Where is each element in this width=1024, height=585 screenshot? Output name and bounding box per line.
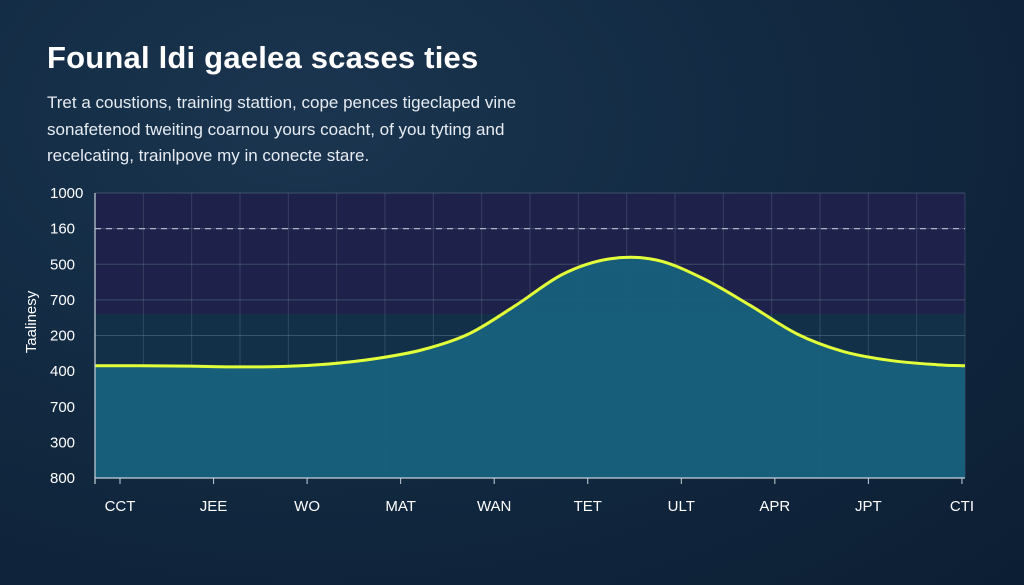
x-tick-label: CTI xyxy=(950,498,974,515)
description-line: recelcating, trainlpove my in conecte st… xyxy=(47,146,370,165)
series-line xyxy=(94,255,966,369)
x-tick-label: TET xyxy=(574,498,602,515)
x-tick-label: CCT xyxy=(105,498,136,515)
y-tick-label: 1000 xyxy=(50,185,83,202)
x-tick-label: MAT xyxy=(385,498,416,515)
area-fill xyxy=(95,257,965,478)
y-tick-label: 160 xyxy=(50,221,75,238)
x-tick-label: JPT xyxy=(855,498,882,515)
x-tick-label: WO xyxy=(294,498,320,515)
x-tick-label: JEE xyxy=(200,498,228,515)
y-tick-label: 500 xyxy=(50,256,75,273)
description-line: Tret a coustions, training stattion, cop… xyxy=(47,93,517,112)
y-tick-label: 400 xyxy=(50,363,75,380)
chart-description: Tret a coustions, training stattion, cop… xyxy=(47,90,607,170)
y-tick-label: 700 xyxy=(50,292,75,309)
description-line: sonafetenod tweiting coarnou yours coach… xyxy=(47,119,505,139)
y-tick-label: 200 xyxy=(50,328,75,345)
y-tick-label: 300 xyxy=(50,434,75,451)
y-axis-label: Taalinesy xyxy=(23,290,40,353)
y-tick-label: 800 xyxy=(50,470,75,487)
y-tick-label: 700 xyxy=(50,399,75,416)
x-tick-label: WAN xyxy=(477,498,511,515)
x-tick-label: ULT xyxy=(668,498,695,515)
x-tick-label: APR xyxy=(759,498,790,515)
chart-title: Founal ldi gaelea scases ties xyxy=(47,40,479,75)
